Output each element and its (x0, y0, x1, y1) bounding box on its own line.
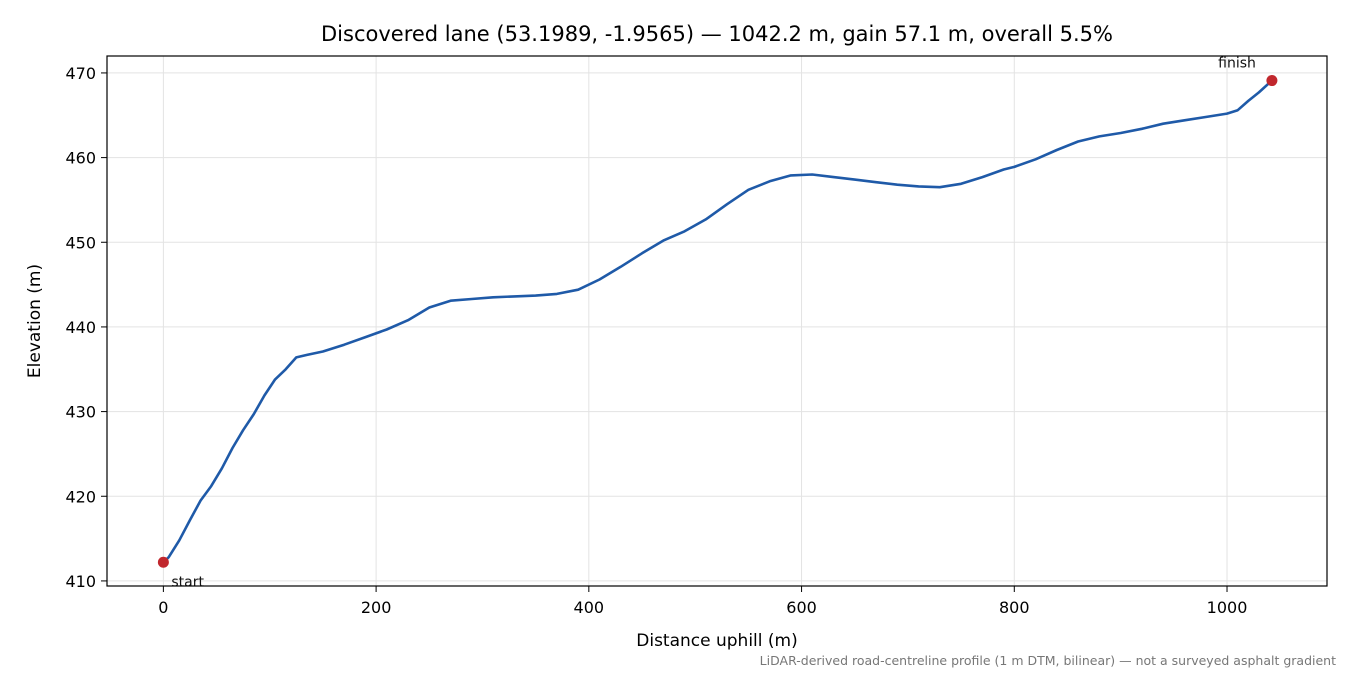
footnote: LiDAR-derived road-centreline profile (1… (760, 653, 1336, 668)
y-axis-label: Elevation (m) (25, 264, 45, 378)
y-tick-label: 460 (65, 149, 96, 168)
x-axis-label: Distance uphill (m) (636, 631, 797, 651)
start-marker (157, 556, 169, 568)
y-tick-label: 470 (65, 64, 96, 83)
y-tick-label: 450 (65, 233, 96, 252)
x-tick-label: 1000 (1207, 598, 1248, 617)
x-tick-label: 400 (574, 598, 605, 617)
axes: 0 200 400 600 800 1000 410 420 430 440 450 460 470 (65, 64, 1247, 617)
x-tick-label: 0 (158, 598, 168, 617)
y-tick-label: 410 (65, 572, 96, 591)
x-tick-label: 200 (361, 598, 392, 617)
plot-frame (106, 55, 1328, 587)
finish-label: finish (1218, 56, 1256, 72)
grid (107, 56, 1327, 586)
plot-area: start finish (157, 56, 1278, 590)
x-tick-label: 600 (786, 598, 817, 617)
x-tick-label: 800 (999, 598, 1030, 617)
elevation-profile-line (162, 79, 1274, 564)
finish-marker (1266, 75, 1278, 87)
y-tick-label: 440 (65, 318, 96, 337)
chart-title: Discovered lane (53.1989, -1.9565) — 104… (321, 22, 1113, 46)
y-tick-label: 420 (65, 487, 96, 506)
y-tick-label: 430 (65, 403, 96, 422)
start-label: start (171, 574, 204, 590)
